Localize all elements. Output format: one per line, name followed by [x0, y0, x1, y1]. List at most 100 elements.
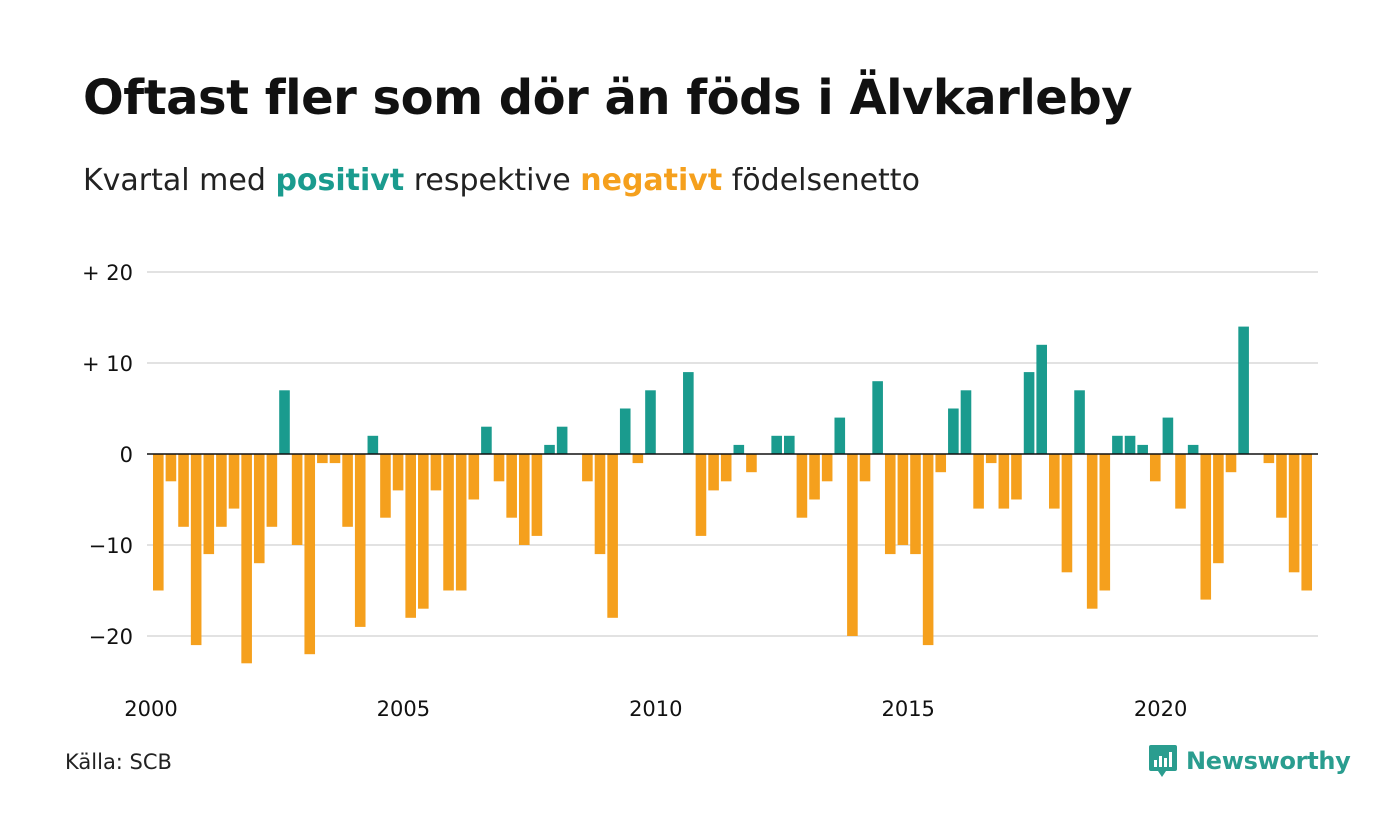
- bar: [165, 454, 177, 482]
- bar: [872, 381, 883, 454]
- bar: [468, 454, 480, 500]
- bar: [430, 454, 442, 491]
- subtitle-post: födelsenetto: [731, 163, 920, 198]
- newsworthy-icon: [1149, 745, 1177, 777]
- bar: [1175, 454, 1186, 509]
- subtitle-positive: positivt: [275, 163, 405, 198]
- bar: [784, 435, 795, 454]
- bar: [733, 444, 745, 454]
- bar: [392, 454, 404, 491]
- bar: [796, 454, 808, 518]
- bar: [973, 454, 984, 509]
- bar: [1162, 417, 1174, 454]
- bar: [594, 454, 606, 555]
- bar: [746, 454, 757, 473]
- bar: [1023, 372, 1035, 454]
- bar: [834, 417, 846, 454]
- bar: [380, 454, 391, 518]
- bar: [317, 454, 328, 464]
- bar: [683, 372, 694, 454]
- bar: [203, 454, 215, 555]
- chart-title: Oftast fler som dör än föds i Älvkarleby: [83, 70, 1132, 126]
- bar: [1200, 454, 1212, 600]
- bar: [266, 454, 278, 527]
- bar: [1263, 454, 1275, 464]
- bar: [1086, 454, 1098, 609]
- x-tick-label: 2020: [1134, 697, 1187, 721]
- bar: [190, 454, 202, 646]
- bar: [1036, 344, 1047, 454]
- y-tick-label: + 20: [82, 261, 133, 285]
- bar: [1149, 454, 1161, 482]
- bar: [922, 454, 934, 646]
- bar: [443, 454, 454, 591]
- bar: [455, 454, 467, 591]
- bar: [1011, 454, 1022, 500]
- bar: [619, 408, 631, 454]
- bar: [948, 408, 959, 454]
- subtitle-mid: respektive: [413, 163, 571, 198]
- bar: [910, 454, 921, 555]
- y-tick-label: 0: [120, 443, 133, 467]
- bar: [1238, 326, 1249, 454]
- bar: [544, 444, 555, 454]
- bar: [1301, 454, 1313, 591]
- bar: [720, 454, 732, 482]
- chart-subtitle: Kvartal med positivt respektive negativt…: [83, 163, 920, 198]
- bar: [960, 390, 972, 454]
- bar: [935, 454, 947, 473]
- source-note: Källa: SCB: [65, 750, 172, 774]
- bar: [506, 454, 517, 518]
- bars: [153, 326, 1313, 664]
- bar: [998, 454, 1010, 509]
- bar: [607, 454, 618, 618]
- bar-chart: + 20 + 10 0 −10 −20 2000 2005 2010 2015 2020: [82, 261, 1318, 721]
- bar: [241, 454, 252, 664]
- bar: [1124, 435, 1136, 454]
- y-tick-label: + 10: [82, 352, 133, 376]
- subtitle-negative: negativt: [580, 163, 723, 198]
- bar: [342, 454, 353, 527]
- bar: [1276, 454, 1287, 518]
- bar: [481, 426, 492, 454]
- brand-logo: Newsworthy: [1148, 744, 1351, 778]
- bar: [985, 454, 997, 464]
- bar: [418, 454, 429, 609]
- bar: [178, 454, 189, 527]
- bar: [1137, 444, 1148, 454]
- bar: [771, 435, 782, 454]
- bar: [518, 454, 530, 545]
- x-tick-label: 2000: [124, 697, 177, 721]
- bar: [1099, 454, 1111, 591]
- bar: [493, 454, 505, 482]
- bar: [153, 454, 164, 591]
- brand-name: Newsworthy: [1186, 747, 1351, 775]
- subtitle-pre: Kvartal med: [83, 163, 266, 198]
- bar: [304, 454, 316, 655]
- x-tick-label: 2005: [377, 697, 430, 721]
- y-tick-label: −10: [89, 534, 133, 558]
- bar: [253, 454, 265, 564]
- bar: [809, 454, 820, 500]
- axes: + 20 + 10 0 −10 −20 2000 2005 2010 2015 2020: [82, 261, 1318, 721]
- bar: [645, 390, 656, 454]
- bar: [632, 454, 644, 464]
- bar: [708, 454, 719, 491]
- bar: [1049, 454, 1060, 509]
- bar: [367, 435, 379, 454]
- bar: [354, 454, 366, 627]
- bar: [329, 454, 341, 464]
- bar: [1225, 454, 1237, 473]
- bar: [1213, 454, 1224, 564]
- bar: [859, 454, 871, 482]
- bar: [228, 454, 240, 509]
- bar: [582, 454, 593, 482]
- bar: [556, 426, 568, 454]
- x-tick-label: 2010: [629, 697, 682, 721]
- bar: [531, 454, 543, 536]
- bar: [216, 454, 227, 527]
- bar: [1061, 454, 1073, 573]
- bar: [405, 454, 416, 618]
- bar: [1074, 390, 1085, 454]
- bar: [695, 454, 707, 536]
